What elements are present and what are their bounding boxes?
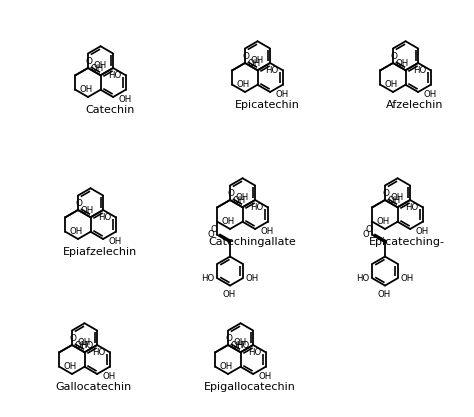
Text: OH: OH bbox=[219, 362, 233, 371]
Text: OH: OH bbox=[237, 80, 250, 89]
Text: HO: HO bbox=[80, 341, 93, 349]
Text: OH: OH bbox=[251, 56, 264, 65]
Text: OH: OH bbox=[388, 196, 401, 204]
Text: OH: OH bbox=[260, 227, 273, 236]
Text: OH: OH bbox=[415, 227, 428, 236]
Text: OH: OH bbox=[376, 217, 390, 226]
Text: OH: OH bbox=[391, 193, 404, 202]
Text: OH: OH bbox=[401, 274, 414, 283]
Text: O: O bbox=[228, 189, 235, 198]
Text: OH: OH bbox=[118, 95, 131, 104]
Text: OH: OH bbox=[275, 90, 288, 99]
Text: OH: OH bbox=[258, 372, 271, 381]
Text: OH: OH bbox=[248, 58, 261, 68]
Text: HO: HO bbox=[405, 203, 419, 212]
Text: OH: OH bbox=[75, 341, 88, 349]
Text: O: O bbox=[363, 230, 369, 239]
Text: OH: OH bbox=[78, 338, 91, 347]
Text: Epicatechin: Epicatechin bbox=[235, 100, 300, 110]
Text: Catechingallate: Catechingallate bbox=[208, 237, 296, 247]
Text: Epigallocatechin: Epigallocatechin bbox=[204, 382, 296, 392]
Text: OH: OH bbox=[81, 206, 94, 214]
Text: HO: HO bbox=[265, 66, 279, 75]
Text: OH: OH bbox=[94, 61, 107, 70]
Text: OH: OH bbox=[231, 341, 244, 349]
Text: HO: HO bbox=[109, 71, 122, 80]
Text: O: O bbox=[365, 225, 372, 234]
Text: OH: OH bbox=[102, 372, 115, 381]
Text: HO: HO bbox=[201, 274, 214, 283]
Text: O: O bbox=[75, 199, 82, 208]
Text: HO: HO bbox=[413, 66, 427, 75]
Text: OH: OH bbox=[396, 58, 409, 68]
Text: Gallocatechin: Gallocatechin bbox=[56, 382, 132, 392]
Text: OH: OH bbox=[234, 338, 247, 347]
Text: O: O bbox=[226, 334, 233, 343]
Text: O: O bbox=[208, 230, 214, 239]
Text: OH: OH bbox=[91, 63, 104, 73]
Text: OH: OH bbox=[80, 85, 93, 94]
Text: Catechin: Catechin bbox=[85, 105, 135, 115]
Text: HO: HO bbox=[356, 274, 369, 283]
Text: OH: OH bbox=[108, 237, 121, 246]
Text: HO: HO bbox=[250, 203, 264, 212]
Text: HO: HO bbox=[236, 341, 249, 349]
Text: OH: OH bbox=[377, 289, 391, 299]
Text: O: O bbox=[391, 52, 398, 61]
Text: OH: OH bbox=[222, 289, 236, 299]
Text: O: O bbox=[383, 189, 390, 198]
Text: HO: HO bbox=[92, 348, 106, 357]
Text: O: O bbox=[85, 57, 92, 66]
Text: OH: OH bbox=[221, 217, 235, 226]
Text: OH: OH bbox=[246, 274, 259, 283]
Text: HO: HO bbox=[248, 348, 262, 357]
Text: O: O bbox=[70, 334, 76, 343]
Text: O: O bbox=[243, 52, 249, 61]
Text: HO: HO bbox=[99, 213, 112, 222]
Text: O: O bbox=[210, 225, 217, 234]
Text: OH: OH bbox=[233, 196, 246, 204]
Text: Afzelechin: Afzelechin bbox=[386, 100, 444, 110]
Text: OH: OH bbox=[384, 80, 398, 89]
Text: OH: OH bbox=[70, 227, 82, 236]
Text: Epiafzelechin: Epiafzelechin bbox=[63, 247, 137, 257]
Text: OH: OH bbox=[236, 193, 249, 202]
Text: OH: OH bbox=[423, 90, 436, 99]
Text: Epicateching-: Epicateching- bbox=[369, 237, 445, 247]
Text: OH: OH bbox=[64, 362, 77, 371]
